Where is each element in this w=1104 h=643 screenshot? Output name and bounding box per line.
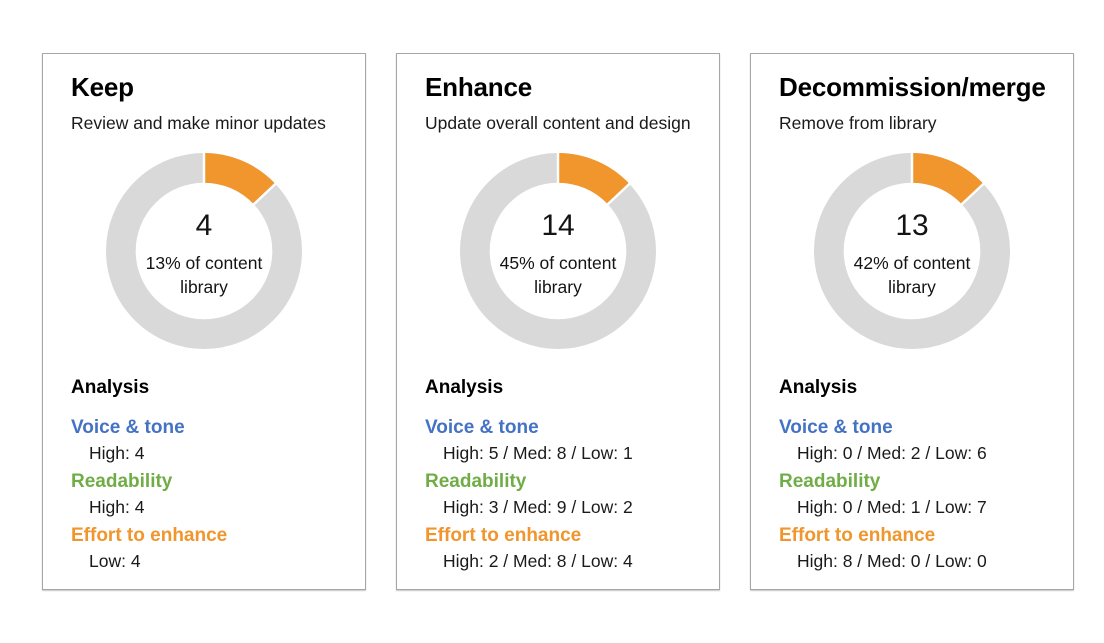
- metric-label: Readability: [71, 471, 173, 492]
- analysis-section: Analysis Voice & tone High: 5 / Med: 8 /…: [425, 375, 691, 574]
- analysis-heading: Analysis: [779, 377, 858, 398]
- card-subtitle: Update overall content and design: [425, 113, 691, 133]
- metric-label: Readability: [779, 471, 881, 492]
- analysis-section: Analysis Voice & tone High: 4 Readabilit…: [71, 375, 337, 574]
- analysis-heading: Analysis: [71, 377, 150, 398]
- metric-label: Voice & tone: [779, 417, 893, 438]
- analysis-section: Analysis Voice & tone High: 0 / Med: 2 /…: [779, 375, 1045, 574]
- metric-readability: Readability High: 0 / Med: 1 / Low: 7: [779, 469, 1045, 520]
- metric-effort: Effort to enhance High: 8 / Med: 0 / Low…: [779, 523, 1045, 574]
- donut-ring: [813, 152, 1011, 350]
- card-title: Decommission/merge: [779, 72, 1046, 102]
- metric-label: Effort to enhance: [779, 525, 936, 546]
- metric-label: Voice & tone: [425, 417, 539, 438]
- metric-value: High: 0 / Med: 1 / Low: 7: [797, 497, 987, 517]
- metric-voice-tone: Voice & tone High: 0 / Med: 2 / Low: 6: [779, 415, 1045, 466]
- metric-value: High: 3 / Med: 9 / Low: 2: [443, 497, 633, 517]
- card-title: Keep: [71, 72, 134, 102]
- card-decommission-merge: Decommission/merge Remove from library 1…: [750, 53, 1074, 590]
- metric-voice-tone: Voice & tone High: 5 / Med: 8 / Low: 1: [425, 415, 691, 466]
- metric-label: Voice & tone: [71, 417, 185, 438]
- card-subtitle: Remove from library: [779, 113, 937, 133]
- metric-value: High: 5 / Med: 8 / Low: 1: [443, 443, 633, 463]
- metric-readability: Readability High: 3 / Med: 9 / Low: 2: [425, 469, 691, 520]
- cards-row: Keep Review and make minor updates 4 13%…: [42, 53, 1074, 590]
- metric-label: Effort to enhance: [425, 525, 582, 546]
- donut-ring: [459, 152, 657, 350]
- card-keep: Keep Review and make minor updates 4 13%…: [42, 53, 366, 590]
- donut-ring: [105, 152, 303, 350]
- donut-chart: 14 45% of content library: [459, 152, 657, 350]
- metric-effort: Effort to enhance High: 2 / Med: 8 / Low…: [425, 523, 691, 574]
- metric-effort: Effort to enhance Low: 4: [71, 523, 337, 574]
- metric-value: High: 2 / Med: 8 / Low: 4: [443, 551, 633, 571]
- donut-chart: 13 42% of content library: [813, 152, 1011, 350]
- metric-label: Effort to enhance: [71, 525, 228, 546]
- donut-chart: 4 13% of content library: [105, 152, 303, 350]
- metric-value: High: 8 / Med: 0 / Low: 0: [797, 551, 987, 571]
- card-subtitle: Review and make minor updates: [71, 113, 326, 133]
- card-enhance: Enhance Update overall content and desig…: [396, 53, 720, 590]
- metric-value: High: 4: [89, 443, 145, 463]
- analysis-heading: Analysis: [425, 377, 504, 398]
- metric-value: High: 4: [89, 497, 145, 517]
- metric-voice-tone: Voice & tone High: 4: [71, 415, 337, 466]
- metric-label: Readability: [425, 471, 527, 492]
- metric-value: Low: 4: [89, 551, 141, 571]
- metric-value: High: 0 / Med: 2 / Low: 6: [797, 443, 987, 463]
- card-title: Enhance: [425, 72, 532, 102]
- metric-readability: Readability High: 4: [71, 469, 337, 520]
